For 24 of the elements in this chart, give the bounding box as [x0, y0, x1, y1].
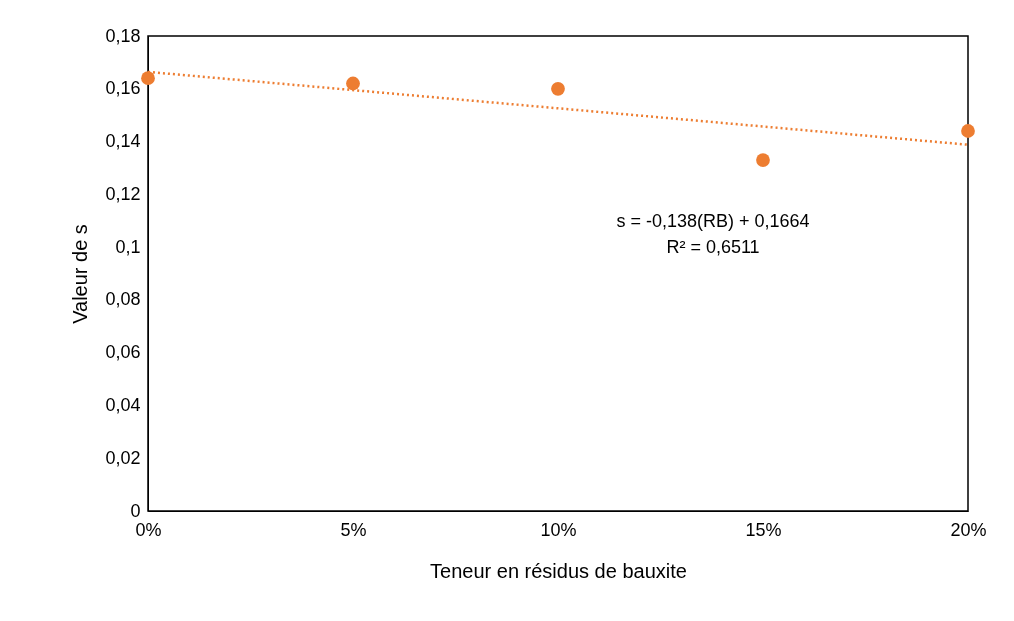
- x-tick-label: 15%: [745, 519, 782, 540]
- y-tick-label: 0,16: [105, 78, 141, 99]
- y-tick-label: 0: [130, 500, 141, 521]
- y-tick-label: 0,06: [105, 342, 141, 363]
- y-axis-title: Valeur de s: [69, 224, 92, 324]
- y-tick-label: 0,08: [105, 289, 141, 310]
- point: [756, 153, 770, 167]
- y-tick-label: 0,02: [105, 447, 141, 468]
- point: [141, 71, 155, 86]
- annotation: R² = 0,6511: [666, 237, 760, 257]
- y-tick-label: 0,12: [105, 183, 141, 204]
- x-tick-label: 0%: [135, 519, 162, 540]
- x-tick-label: 20%: [950, 519, 987, 540]
- y-tick-label: 0,14: [105, 131, 141, 152]
- x-tick-label: 10%: [540, 519, 577, 540]
- x-tick-label: 5%: [340, 519, 367, 540]
- point: [961, 124, 975, 138]
- y-tick-label: 0,18: [105, 25, 141, 46]
- y-tick-label: 0,04: [105, 394, 141, 415]
- x-axis-title: Teneur en résidus de bauxite: [430, 559, 687, 582]
- point: [346, 76, 360, 91]
- y-tick-label: 0,1: [115, 236, 141, 257]
- point: [551, 81, 565, 96]
- annotation: s = -0,138(RB) + 0,1664: [616, 211, 810, 231]
